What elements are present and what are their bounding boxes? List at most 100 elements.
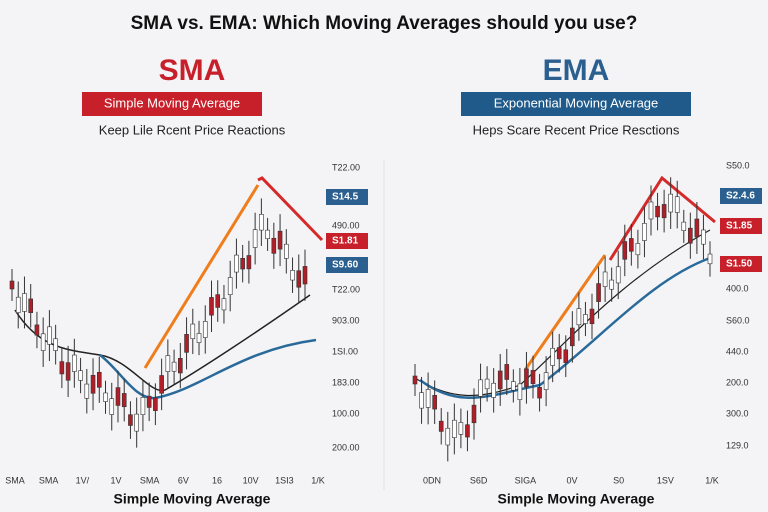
candle-body <box>9 280 15 290</box>
price-box-label: S1.50 <box>726 259 753 270</box>
candle-body <box>609 279 614 290</box>
candle-body <box>438 420 444 432</box>
candle-body <box>412 375 418 385</box>
candle-body <box>34 324 40 336</box>
candle-body <box>425 389 431 408</box>
ema-line <box>99 338 317 400</box>
x-label: SIGA <box>515 475 537 485</box>
trend-line <box>257 176 324 242</box>
candle-body <box>543 372 549 390</box>
candle-body <box>583 314 588 324</box>
axis-label: T22.00 <box>332 284 360 294</box>
candle-body <box>596 283 601 302</box>
candle-body <box>15 296 21 313</box>
trend-line <box>523 254 607 371</box>
x-label: 6V <box>178 475 189 485</box>
price-box <box>326 257 368 273</box>
candle-body <box>570 327 575 347</box>
candle-body <box>84 383 90 399</box>
candle-body <box>497 370 503 390</box>
candle-body <box>629 238 634 252</box>
candle-body <box>283 243 289 259</box>
price-box <box>720 218 762 234</box>
axis-label: 200.0 <box>726 377 749 387</box>
candle-body <box>190 323 196 340</box>
candle-body <box>153 397 158 411</box>
price-box <box>326 233 368 249</box>
candle-body <box>589 308 595 325</box>
title: SMA vs. EMA: Which Moving Averages shoul… <box>131 13 638 34</box>
x-label: 0V <box>566 475 577 485</box>
x-label: SMA <box>39 475 59 485</box>
candle-body <box>146 395 152 408</box>
subtitle-box <box>82 92 262 116</box>
candle-body <box>90 374 96 394</box>
candle-body <box>109 398 115 415</box>
candle-body <box>556 347 562 360</box>
candle-body <box>96 371 102 388</box>
x-label: 1SI3 <box>275 475 294 485</box>
price-box <box>720 256 762 272</box>
candle-body <box>22 293 27 312</box>
price-box-label: S2.4.6 <box>726 191 755 202</box>
trend-line <box>143 184 260 369</box>
candle-body <box>240 257 245 270</box>
candle-body <box>128 414 133 426</box>
axis-label: 1SI.00 <box>332 346 358 356</box>
axis-label: S50.0 <box>726 160 750 170</box>
candle-body <box>478 379 483 397</box>
caption: Simple Moving Average <box>114 491 271 507</box>
candle-body <box>445 427 451 446</box>
candle-body <box>674 196 680 213</box>
candle-body <box>221 298 227 311</box>
subtitle: Simple Moving Average <box>104 95 240 110</box>
candle-body <box>635 243 641 256</box>
candle-body <box>524 368 529 388</box>
candle-body <box>471 404 477 424</box>
candle-body <box>178 358 183 374</box>
candle-body <box>701 229 706 245</box>
description: Keep Lile Rcent Price Reactions <box>99 122 286 137</box>
candle-body <box>47 326 52 345</box>
candle-body <box>504 364 510 380</box>
candle-body <box>159 375 164 394</box>
candle-body <box>246 255 252 270</box>
price-box <box>326 189 368 205</box>
candle-body <box>277 230 283 250</box>
candle-body <box>271 237 277 254</box>
candle-body <box>419 392 424 409</box>
description: Heps Scare Recent Price Resctions <box>473 122 680 137</box>
candle-body <box>452 419 457 438</box>
x-label: 1SV <box>657 475 674 485</box>
axis-label: 440.0 <box>726 346 749 356</box>
candle-body <box>290 270 295 281</box>
axis-label: 903.00 <box>332 315 360 325</box>
candle-body <box>53 338 58 351</box>
candle-body <box>296 270 302 288</box>
axis-label: T22.00 <box>332 162 360 172</box>
candle-body <box>265 229 270 239</box>
x-label: 1V/ <box>76 475 90 485</box>
price-box-label: S14.5 <box>332 192 359 203</box>
candle-body <box>615 266 621 284</box>
candle-body <box>202 321 208 338</box>
candle-body <box>121 393 127 408</box>
candle-body <box>694 218 700 238</box>
candle-body <box>40 333 46 351</box>
candle-body <box>517 383 523 400</box>
caption: Simple Moving Average <box>498 491 655 507</box>
candle-body <box>530 370 536 384</box>
x-label: SMA <box>5 475 25 485</box>
panel-heading: EMA <box>543 54 610 87</box>
axis-label: 400.0 <box>726 283 749 293</box>
axis-label: 183.00 <box>332 377 360 387</box>
candle-body <box>668 193 673 213</box>
x-label: 1/K <box>311 475 325 485</box>
candle-body <box>707 253 713 265</box>
candle-body <box>655 205 660 218</box>
candle-body <box>491 382 496 398</box>
candle-body <box>302 266 308 285</box>
candle-body <box>458 422 464 435</box>
candle-body <box>165 355 171 372</box>
x-label: 10V <box>243 475 259 485</box>
